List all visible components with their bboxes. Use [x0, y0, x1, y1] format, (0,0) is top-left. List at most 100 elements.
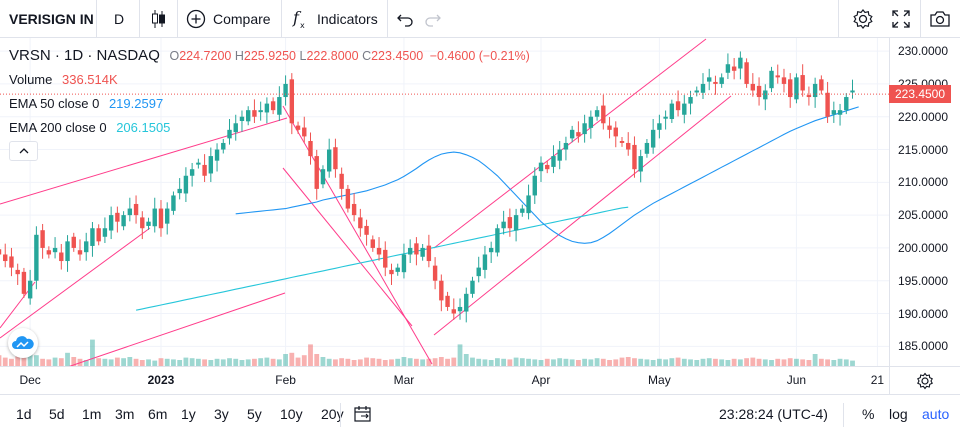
trendline	[0, 227, 151, 339]
range-button-3m[interactable]: 3m	[115, 406, 135, 422]
volume-bar	[781, 359, 787, 366]
compare-button[interactable]: Compare	[186, 0, 271, 38]
legend-title: VRSN · 1D · NASDAQ	[9, 47, 160, 64]
toolbar-divider	[96, 0, 97, 38]
volume-bar	[569, 359, 575, 366]
chart-type-button[interactable]	[150, 0, 166, 38]
candle-body	[3, 254, 8, 262]
candle-body	[171, 195, 176, 211]
volume-bar	[389, 359, 394, 366]
candle-body	[694, 90, 699, 93]
volume-bar	[301, 355, 307, 366]
legend-volume[interactable]: Volume 336.514K	[9, 72, 118, 87]
indicators-button[interactable]: f x Indicators	[292, 0, 378, 38]
volume-bar	[519, 358, 525, 366]
volume-label: Volume	[9, 72, 53, 87]
time-tick-label: May	[648, 373, 671, 387]
log-scale-toggle[interactable]: log	[889, 406, 908, 422]
undo-button[interactable]	[396, 0, 414, 38]
candle-body	[632, 144, 637, 170]
volume-bar	[476, 358, 482, 366]
candle-body	[432, 265, 438, 281]
candle-body	[326, 149, 332, 172]
candle-body	[0, 249, 2, 255]
trendline-drawings[interactable]	[0, 38, 732, 366]
volume-bar	[837, 358, 843, 366]
legend-low: 222.8000	[306, 49, 359, 63]
volume-bar	[189, 358, 195, 366]
range-button-1y[interactable]: 1y	[181, 406, 196, 422]
clock-display[interactable]: 23:28:24 (UTC-4)	[719, 406, 828, 422]
range-button-10y[interactable]: 10y	[280, 406, 303, 422]
volume-bar	[27, 354, 33, 366]
volume-bar	[681, 358, 687, 366]
price-tick-label: 210.0000	[897, 175, 948, 190]
settings-button[interactable]	[852, 0, 874, 38]
candle-body	[133, 203, 139, 216]
toolbar-divider	[920, 0, 921, 38]
percent-scale-toggle[interactable]: %	[862, 406, 875, 422]
range-button-1d[interactable]: 1d	[16, 406, 32, 422]
snapshot-button[interactable]	[929, 0, 951, 38]
volume-bar	[513, 357, 519, 366]
candle-body	[800, 75, 805, 91]
candle-body	[557, 149, 562, 161]
candle-body	[196, 162, 201, 165]
volume-bar	[90, 339, 95, 366]
candle-body	[837, 110, 843, 115]
toolbar-divider	[843, 403, 844, 427]
ema200-value: 206.1505	[116, 120, 171, 135]
date-range-button[interactable]	[353, 404, 373, 427]
volume-bar	[551, 359, 556, 366]
candle-body	[71, 236, 76, 248]
auto-scale-toggle[interactable]: auto	[922, 406, 950, 422]
range-button-5y[interactable]: 5y	[247, 406, 262, 422]
tradingview-logo[interactable]	[8, 328, 38, 358]
legend-main: VRSN · 1D · NASDAQ O224.7200 H225.9250 L…	[9, 47, 530, 64]
candle-body	[763, 90, 768, 100]
candle-body	[738, 57, 743, 69]
toolbar-divider	[139, 0, 140, 38]
volume-bar	[414, 358, 419, 366]
candle-body	[601, 105, 606, 124]
range-button-1m[interactable]: 1m	[82, 406, 102, 422]
volume-bar	[202, 359, 207, 366]
candle-body	[688, 97, 693, 104]
collapse-legend-button[interactable]	[9, 141, 38, 161]
volume-bar	[357, 359, 363, 366]
volume-bar	[737, 359, 743, 366]
volume-bar	[283, 354, 288, 366]
time-axis[interactable]: Dec 2023 Feb Mar Apr May Jun 21	[0, 366, 960, 395]
price-tick-label: 185.0000	[897, 339, 948, 354]
volume-bar	[607, 360, 612, 366]
volume-bar	[700, 358, 706, 366]
volume-bar	[694, 360, 700, 366]
symbol-search-button[interactable]: VERISIGN IN	[9, 0, 94, 38]
volume-bar	[71, 357, 77, 366]
price-chart[interactable]	[0, 38, 889, 366]
candle-body	[364, 225, 369, 235]
time-tick-label: Mar	[393, 373, 415, 387]
range-button-6m[interactable]: 6m	[148, 406, 168, 422]
gear-icon	[917, 372, 933, 390]
candle-body	[644, 142, 650, 154]
legend-ema200[interactable]: EMA 200 close 0 206.1505	[9, 120, 170, 135]
range-button-5d[interactable]: 5d	[49, 406, 65, 422]
volume-bar	[407, 358, 413, 366]
volume-bar	[532, 359, 538, 366]
candle-body	[650, 129, 656, 148]
axis-settings-button[interactable]	[889, 367, 960, 395]
volume-bar	[495, 358, 500, 366]
candle-body	[165, 208, 170, 224]
fullscreen-button[interactable]	[891, 0, 911, 38]
candle-body	[264, 103, 270, 113]
volume-bar	[220, 359, 226, 366]
volume-bar	[501, 358, 507, 366]
interval-button[interactable]: D	[114, 0, 124, 38]
redo-button[interactable]	[424, 0, 442, 38]
range-button-20y[interactable]: 20y	[321, 406, 344, 422]
volume-bar	[164, 358, 170, 366]
range-button-3y[interactable]: 3y	[214, 406, 229, 422]
legend-ema50[interactable]: EMA 50 close 0 219.2597	[9, 96, 163, 111]
trendline	[68, 292, 286, 366]
